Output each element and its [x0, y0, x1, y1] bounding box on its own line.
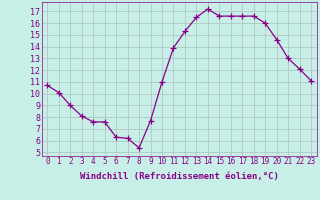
X-axis label: Windchill (Refroidissement éolien,°C): Windchill (Refroidissement éolien,°C) — [80, 172, 279, 181]
